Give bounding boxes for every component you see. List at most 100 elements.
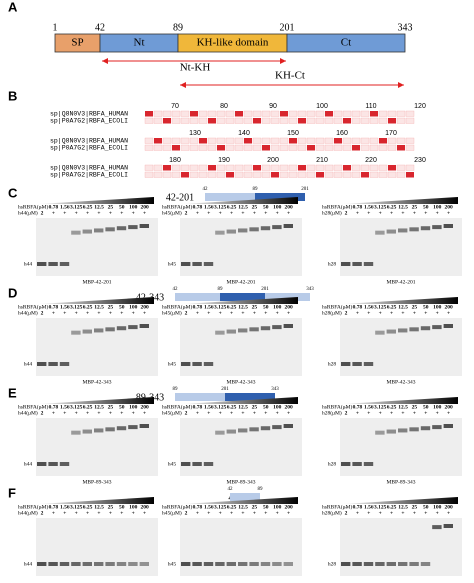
- gel-band: [283, 224, 293, 228]
- gel-band: [283, 424, 293, 428]
- gel-band: [139, 424, 149, 428]
- concentration: -: [345, 204, 347, 210]
- residue-block: [297, 144, 307, 151]
- residue-block: [271, 172, 279, 178]
- rna-amount: +: [120, 210, 123, 216]
- gel-band: [226, 429, 236, 434]
- position-label: 89: [173, 22, 183, 33]
- gel-band: [249, 562, 259, 566]
- concentration: -: [345, 304, 347, 310]
- protein-label: hsRBFA(μM): [162, 303, 193, 310]
- residue-block: [225, 117, 235, 124]
- concentration: 50: [119, 204, 125, 210]
- rna-amount: +: [132, 410, 135, 416]
- rna-amount: +: [230, 210, 233, 216]
- protein-label: hsRBFA(μM): [162, 503, 193, 510]
- residue-block: [172, 145, 180, 151]
- gradient-wedge: [38, 397, 154, 404]
- gel-band: [249, 327, 259, 332]
- concentration: 1.56: [60, 504, 70, 510]
- rna-amount: +: [367, 310, 370, 316]
- concentration: 12.5: [398, 204, 408, 210]
- band-label: h44: [24, 261, 33, 267]
- concentration: 200: [444, 404, 453, 410]
- domain-box: [286, 33, 406, 53]
- gel-band: [375, 430, 385, 435]
- residue-block: [288, 117, 298, 124]
- rna-amount: +: [367, 210, 370, 216]
- gel-caption: MBP-42-201: [226, 279, 255, 285]
- residue-block: [325, 111, 333, 117]
- residue-block: [216, 137, 226, 144]
- rna-label: h28(μM): [322, 309, 342, 316]
- fragment-label: Nt-KH: [180, 62, 211, 74]
- residue-block: [343, 118, 351, 124]
- residue-block: [225, 144, 235, 151]
- gel-band: [272, 562, 282, 566]
- residue-block: [190, 111, 198, 117]
- construct-position: 42: [173, 287, 179, 292]
- ruler-label: 180: [169, 157, 181, 164]
- gel-band: [203, 362, 214, 366]
- rna-amount: +: [390, 210, 393, 216]
- rna-label: h44(μM): [18, 409, 38, 416]
- gel-band: [363, 462, 374, 466]
- rna-amount: +: [401, 310, 404, 316]
- residue-block: [405, 137, 415, 144]
- residue-block: [324, 137, 334, 144]
- concentration: 100: [273, 404, 282, 410]
- rna-amount: +: [367, 510, 370, 516]
- residue-block: [225, 164, 235, 171]
- panel-letter: F: [8, 485, 16, 500]
- residue-block: [342, 137, 352, 144]
- residue-block: [216, 171, 226, 178]
- rna-amount: +: [447, 210, 450, 216]
- rna-amount: +: [241, 210, 244, 216]
- rna-amount: +: [390, 510, 393, 516]
- rna-label: h28(μM): [322, 509, 342, 516]
- rna-amount: +: [447, 510, 450, 516]
- concentration: 0.78: [193, 304, 203, 310]
- concentration: 3.125: [214, 304, 227, 310]
- gel-band: [59, 262, 70, 266]
- concentration: 50: [423, 404, 429, 410]
- gel-band: [37, 462, 47, 466]
- gel-band: [105, 427, 115, 432]
- residue-block: [270, 164, 280, 171]
- gel-band: [341, 262, 351, 266]
- residue-block: [262, 145, 270, 151]
- rna-amount: +: [436, 310, 439, 316]
- residue-block: [252, 137, 262, 144]
- residue-block: [405, 164, 415, 171]
- band-label: h28: [328, 361, 337, 367]
- protein-label: hsRBFA(μM): [322, 503, 353, 510]
- rna-amount: +: [413, 310, 416, 316]
- residue-block: [369, 117, 379, 124]
- rna-amount: +: [109, 210, 112, 216]
- residue-block: [397, 145, 405, 151]
- concentration: 25: [252, 304, 258, 310]
- concentration: 200: [284, 504, 293, 510]
- residue-block: [207, 171, 217, 178]
- residue-block: [378, 164, 388, 171]
- residue-block: [162, 171, 172, 178]
- gel-band: [341, 562, 351, 566]
- residue-block: [162, 144, 172, 151]
- gel-band: [215, 430, 225, 435]
- gel-band: [363, 362, 374, 366]
- rna-amount: +: [424, 510, 427, 516]
- concentration: 1.56: [60, 204, 70, 210]
- gel-caption: MBP-42-201: [82, 279, 111, 285]
- band-label: h45: [168, 361, 177, 367]
- rna-amount: +: [276, 310, 279, 316]
- residue-block: [153, 171, 163, 178]
- residue-block: [252, 171, 262, 178]
- gradient-wedge: [182, 297, 298, 304]
- residue-block: [378, 117, 388, 124]
- gel-band: [272, 325, 282, 330]
- rna-amount: +: [287, 210, 290, 216]
- concentration: 6.25: [83, 204, 93, 210]
- residue-block: [207, 110, 217, 117]
- residue-block: [396, 137, 406, 144]
- ruler-label: 200: [267, 157, 279, 164]
